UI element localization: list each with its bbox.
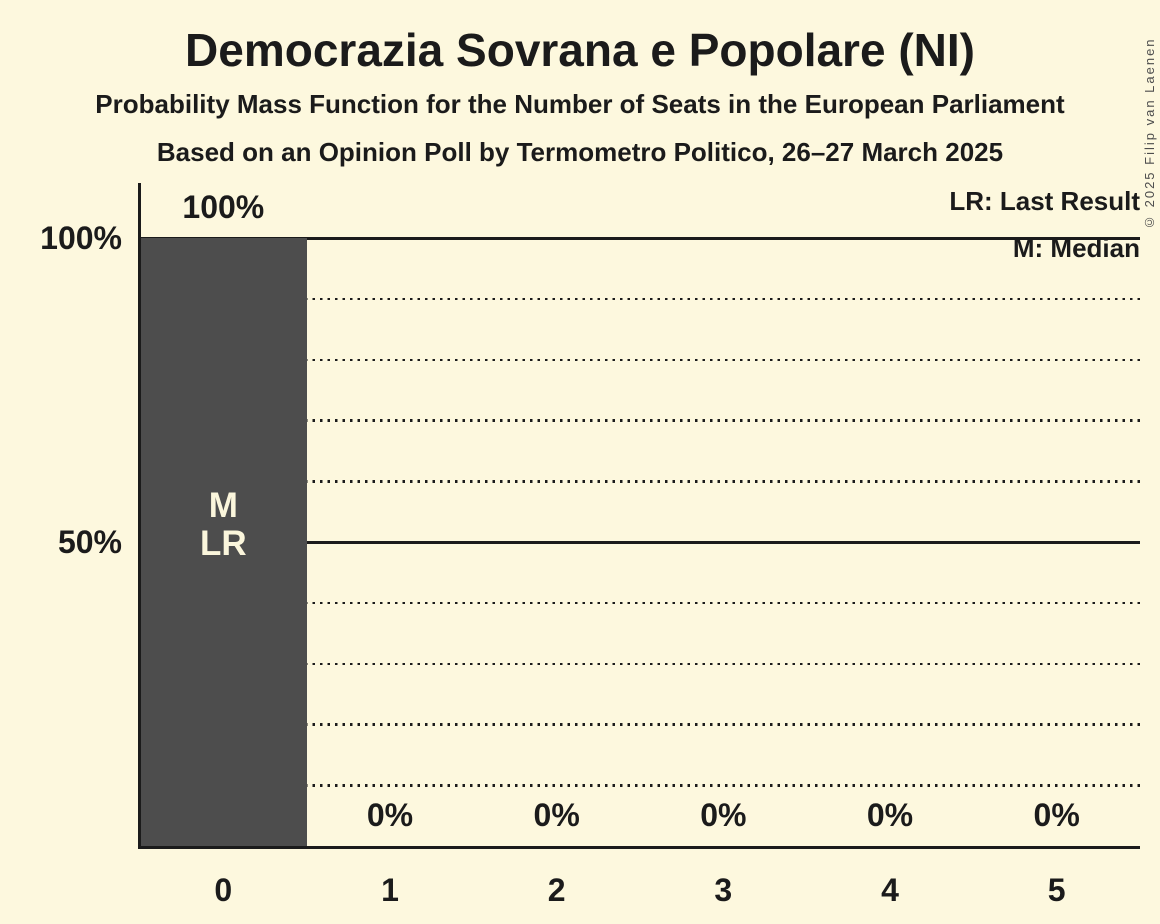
gridline-dotted-80 (140, 358, 1140, 362)
bar-value-label-4: 0% (866, 797, 914, 833)
x-axis-line (138, 846, 1140, 849)
bar-value-label-3: 0% (700, 797, 747, 833)
chart-subtitle: Probability Mass Function for the Number… (95, 89, 1065, 119)
gridline-solid-50 (140, 540, 1140, 544)
gridline-dotted-30 (140, 662, 1140, 666)
median-last-result-label: M LR (200, 486, 247, 563)
x-tick-label-3: 3 (714, 872, 733, 908)
gridline-dotted-90 (140, 297, 1140, 301)
gridline-solid-100 (140, 236, 1140, 240)
gridline-dotted-20 (140, 723, 1140, 726)
bar-value-label-0: 100% (182, 189, 265, 225)
x-tick-label-0: 0 (214, 872, 233, 908)
gridline-dotted-70 (140, 419, 1140, 422)
bar-value-label-2: 0% (533, 797, 580, 833)
gridline-dotted-40 (140, 601, 1140, 605)
x-tick-label-1: 1 (381, 872, 399, 908)
x-tick-label-2: 2 (547, 872, 566, 908)
copyright-notice: © 2025 Filip van Laenen (1142, 37, 1157, 230)
legend-median: M: Median (1012, 233, 1140, 263)
gridline-dotted-10 (140, 784, 1140, 787)
gridline-dotted-60 (140, 480, 1140, 483)
y-tick-label-50: 50% (57, 524, 122, 560)
y-axis-line (138, 183, 141, 849)
x-tick-label-4: 4 (881, 872, 899, 908)
legend-last-result: LR: Last Result (949, 186, 1140, 216)
poll-source-subtitle: Based on an Opinion Poll by Termometro P… (156, 137, 1004, 167)
x-tick-label-5: 5 (1047, 872, 1066, 908)
bar-value-label-5: 0% (1033, 797, 1080, 833)
bar-0 (140, 238, 307, 846)
chart-title: Democrazia Sovrana e Popolare (NI) (185, 24, 975, 76)
y-tick-label-100: 100% (40, 220, 122, 256)
bar-value-label-1: 0% (366, 797, 414, 833)
